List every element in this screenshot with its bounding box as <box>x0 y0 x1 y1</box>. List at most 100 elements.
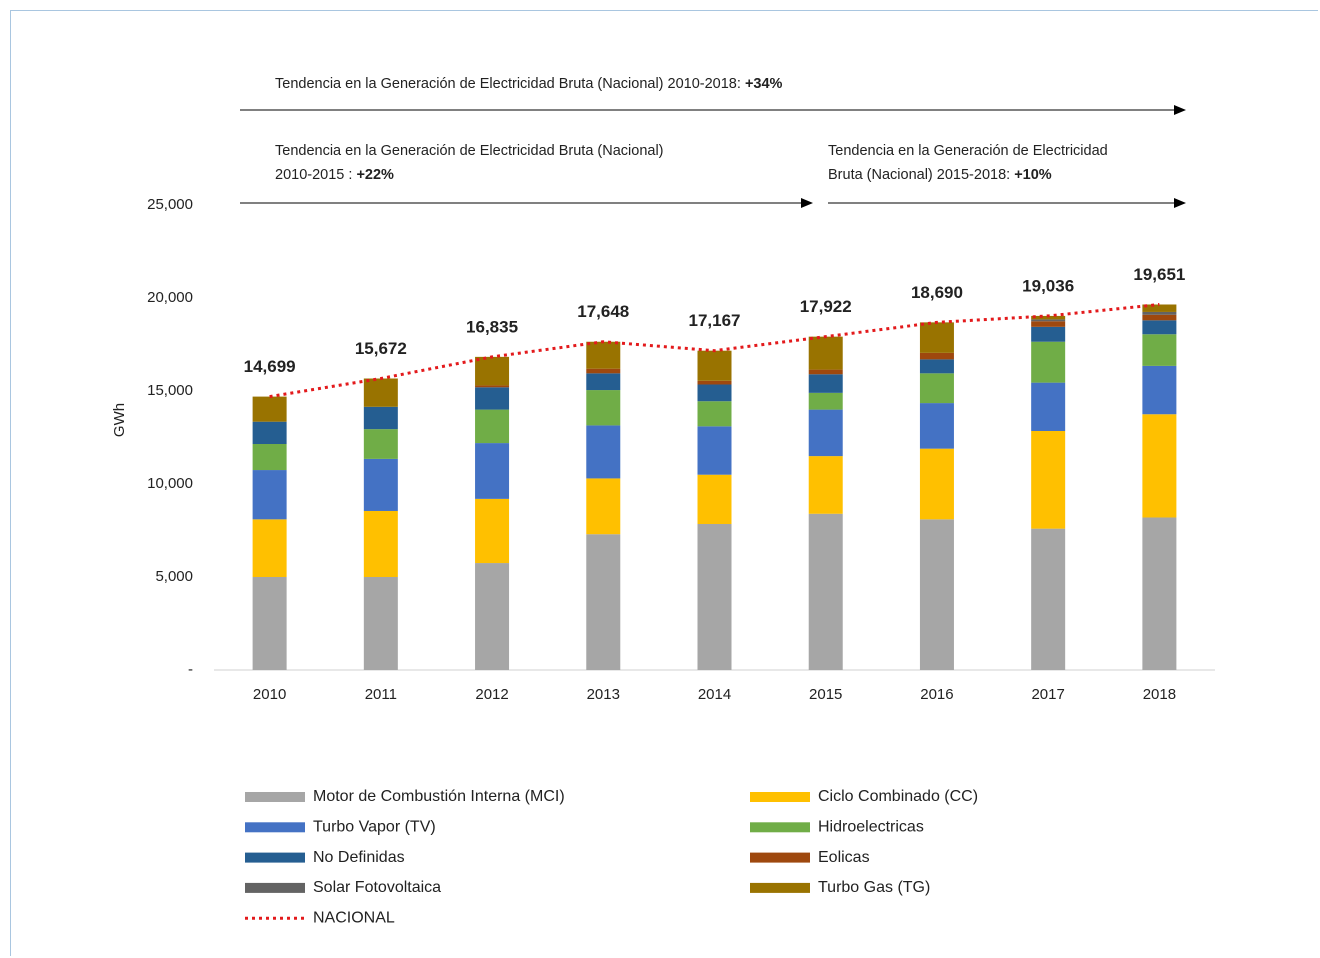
annotation: Tendencia en la Generación de Electricid… <box>275 76 783 92</box>
data-label: 16,835 <box>466 317 518 336</box>
annotation-text: Tendencia en la Generación de Electricid… <box>275 76 745 92</box>
bar-segment <box>1031 528 1066 670</box>
bar-segment <box>475 409 510 444</box>
bar-segment <box>919 359 954 374</box>
bar-segment <box>697 350 732 381</box>
bar-segment <box>586 478 621 535</box>
legend-swatch <box>245 882 305 893</box>
x-tick-label: 2013 <box>587 686 620 703</box>
bar-segment <box>808 513 843 670</box>
bar-segment <box>586 341 621 369</box>
legend-swatch <box>750 792 810 802</box>
x-tick-label: 2018 <box>1143 686 1176 703</box>
bar-segment <box>363 577 398 670</box>
bar-segment <box>808 336 843 370</box>
bar-segment <box>919 322 954 353</box>
bar-segment <box>1031 319 1066 322</box>
bar-segment <box>363 510 398 577</box>
bar-segment <box>697 401 732 427</box>
legend-label: Ciclo Combinado (CC) <box>818 788 978 805</box>
data-label: 19,036 <box>1022 276 1074 295</box>
bar-segment <box>252 470 287 520</box>
legend-label: Turbo Gas (TG) <box>818 879 930 896</box>
legend-label: NACIONAL <box>313 909 395 926</box>
annotation-text: 2010-2015 : <box>275 167 356 183</box>
bar-segment <box>1031 326 1066 342</box>
bar-segment <box>1142 314 1177 321</box>
bar-segment <box>363 458 398 511</box>
x-tick-label: 2012 <box>475 686 508 703</box>
bar-segment <box>586 390 621 426</box>
y-tick-label: 25,000 <box>147 196 193 213</box>
data-label: 17,167 <box>689 311 741 330</box>
data-label: 14,699 <box>244 357 296 376</box>
total-line <box>269 302 1160 399</box>
bar-segment <box>252 519 287 577</box>
data-label: 19,651 <box>1133 265 1185 284</box>
bar-segment <box>808 409 843 457</box>
bar-segment <box>363 429 398 459</box>
bar-segment <box>808 392 843 410</box>
x-tick-label: 2011 <box>365 686 397 703</box>
y-tick-label: 20,000 <box>147 289 193 306</box>
annotation: Tendencia en la Generación de Electricid… <box>275 143 664 159</box>
annotation: Bruta (Nacional) 2015-2018: +10% <box>828 167 1052 183</box>
bar-segment <box>808 456 843 514</box>
annotation-text: Tendencia en la Generación de Electricid… <box>275 143 664 159</box>
annotation: Tendencia en la Generación de Electricid… <box>828 143 1108 159</box>
bar-segment <box>475 356 510 386</box>
bar-segment <box>1142 414 1177 518</box>
legend-swatch <box>750 852 810 863</box>
annotation: 2010-2015 : +22% <box>275 167 394 183</box>
data-label: 15,672 <box>355 339 407 358</box>
bar-segment <box>1142 517 1177 670</box>
data-label: 18,690 <box>911 283 963 302</box>
bar-segment <box>475 443 510 499</box>
y-axis-label: GWh <box>111 403 128 437</box>
annotation-emphasis: +10% <box>1014 167 1052 183</box>
annotation-text: Bruta (Nacional) 2015-2018: <box>828 167 1014 183</box>
legend-label: Eolicas <box>818 849 870 866</box>
x-tick-label: 2015 <box>809 686 842 703</box>
bar-segment <box>1142 304 1177 312</box>
legend-swatch <box>245 822 305 833</box>
bar-segment <box>1031 341 1066 383</box>
x-tick-label: 2016 <box>920 686 953 703</box>
bar-segment <box>1142 365 1177 415</box>
annotation-text: Tendencia en la Generación de Electricid… <box>828 143 1108 159</box>
bar-segment <box>919 352 954 360</box>
legend-label: Motor de Combustión Interna (MCI) <box>313 788 565 805</box>
bar-segment <box>252 396 287 422</box>
x-tick-label: 2014 <box>698 686 731 703</box>
bar-segment <box>697 523 732 670</box>
bar-segment <box>1031 430 1066 529</box>
legend-swatch <box>750 882 810 893</box>
bar-segment <box>1142 334 1177 366</box>
bar-segment <box>1031 382 1066 431</box>
bar-segment <box>475 498 510 564</box>
bar-segment <box>919 373 954 404</box>
legend-swatch <box>245 852 305 863</box>
bar-segment <box>697 380 732 385</box>
legend-label: Hidroelectricas <box>818 819 924 836</box>
x-tick-label: 2010 <box>253 686 286 703</box>
legend-label: Solar Fotovoltaica <box>313 879 441 896</box>
bar-segment <box>808 369 843 375</box>
bar-segment <box>697 426 732 475</box>
bar-segment <box>475 387 510 410</box>
legend-label: No Definidas <box>313 849 405 866</box>
data-label: 17,648 <box>577 302 629 321</box>
bar-segment <box>1142 311 1177 315</box>
legend-swatch <box>245 792 305 802</box>
bar-segment <box>475 563 510 670</box>
legend-label: Turbo Vapor (TV) <box>313 819 436 836</box>
y-tick-label: - <box>188 661 193 678</box>
bar-segment <box>252 421 287 445</box>
bar-segment <box>586 425 621 479</box>
bar-segment <box>919 448 954 520</box>
bar-segment <box>919 403 954 449</box>
bar-segment <box>252 444 287 471</box>
bar-segment <box>363 378 398 407</box>
